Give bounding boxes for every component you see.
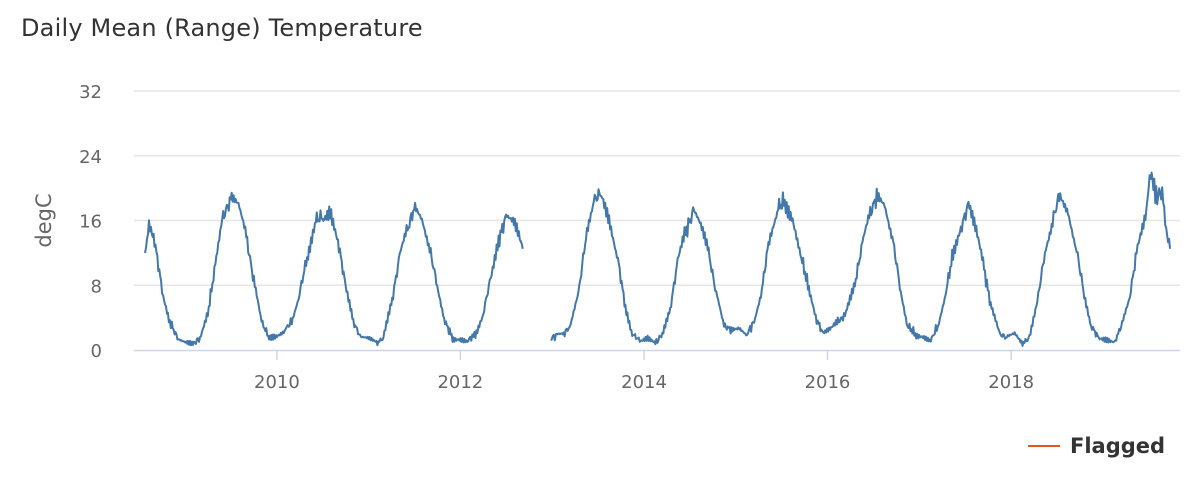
y-axis-title: degC <box>32 193 56 247</box>
legend-label-flagged[interactable]: Flagged <box>1070 434 1165 458</box>
y-tick-label: 16 <box>79 212 102 233</box>
series-lines <box>144 171 1171 347</box>
series-line <box>144 191 524 347</box>
x-tick-label: 2010 <box>254 372 300 393</box>
y-tick-label: 24 <box>79 147 102 168</box>
y-tick-label: 0 <box>91 341 102 362</box>
y-tick-label: 32 <box>79 82 102 103</box>
series-line <box>550 171 1171 347</box>
chart-title: Daily Mean (Range) Temperature <box>21 14 423 42</box>
legend[interactable]: Flagged <box>1028 434 1165 458</box>
grid-lines <box>134 90 1180 286</box>
x-tick-label: 2012 <box>437 372 483 393</box>
x-axis-ticks: 2010 2012 2014 2016 2018 <box>254 350 1034 393</box>
y-tick-label: 8 <box>91 276 102 297</box>
x-tick-label: 2014 <box>621 372 667 393</box>
x-tick-label: 2016 <box>805 372 851 393</box>
y-axis-ticks: 0 8 16 24 32 <box>79 82 102 362</box>
x-tick-label: 2018 <box>988 372 1034 393</box>
